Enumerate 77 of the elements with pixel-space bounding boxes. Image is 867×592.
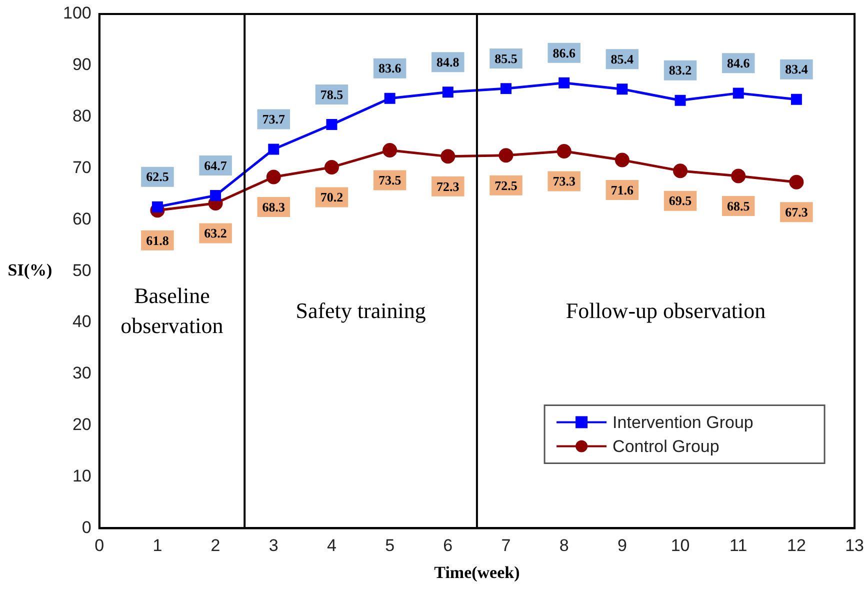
y-tick-label: 0 [82,518,92,537]
y-tick-label: 30 [72,364,92,383]
data-label: 71.6 [610,182,634,198]
data-label: 70.2 [320,190,344,205]
data-label: 69.5 [668,193,692,208]
point [210,190,222,202]
data-label: 83.4 [785,62,808,77]
data-label: 73.5 [378,172,402,188]
point [616,84,628,95]
data-label: 72.5 [494,178,518,193]
x-tick-label: 12 [786,536,806,556]
point [498,148,514,163]
data-label: 73.7 [262,112,286,127]
x-tick-label: 3 [268,536,278,556]
point [500,83,512,94]
data-label: 68.3 [262,199,286,214]
data-label: 84.8 [436,54,460,70]
x-tick-label: 8 [559,536,569,556]
point [556,144,572,159]
x-tick-label: 0 [94,536,104,556]
y-tick-label: 70 [72,158,92,177]
data-label: 84.6 [726,56,750,71]
point [326,119,338,130]
point [673,164,688,178]
point [789,174,804,190]
data-label: 61.8 [146,232,170,248]
point [324,160,339,174]
point [614,152,630,168]
annotation: Safety training [296,298,426,324]
point [731,168,746,184]
x-tick-label: 13 [845,536,864,556]
point [382,143,398,158]
data-label: 67.3 [785,204,808,220]
data-label: 68.5 [726,198,750,214]
point [440,149,456,164]
y-tick-label: 20 [72,415,92,434]
annotation: Follow-up observation [566,298,766,324]
data-label: 72.3 [436,178,460,194]
data-label: 73.3 [552,174,576,189]
y-tick-label: 90 [72,55,92,74]
data-label: 62.5 [146,169,170,184]
legend-label: Intervention Group [612,412,754,432]
x-tick-label: 7 [501,536,511,556]
data-label: 63.2 [204,226,227,241]
point [442,86,454,98]
x-tick-label: 5 [385,536,395,556]
data-label: 83.2 [668,62,692,78]
data-label: 83.6 [378,60,402,76]
x-tick-label: 4 [326,536,336,556]
x-tick-label: 11 [730,536,748,556]
y-tick-label: 50 [72,260,92,280]
x-tick-label: 1 [152,536,162,556]
y-tick-label: 10 [72,466,92,486]
x-tick-label: 6 [443,536,453,556]
data-label: 85.5 [494,50,518,66]
x-axis-title: Time(week) [434,563,520,582]
annotation: Baseline observation [120,283,224,338]
point [732,88,744,99]
point [268,144,280,155]
y-axis-title: SI(%) [8,260,52,280]
point [384,92,396,104]
data-label: 86.6 [552,45,576,60]
y-tick-label: 40 [72,312,92,332]
point [266,170,281,184]
x-tick-label: 9 [617,536,627,556]
data-label: 64.7 [204,158,228,173]
point [558,77,570,88]
legend-label: Control Group [612,436,720,456]
y-tick-label: 80 [72,106,92,126]
y-tick-label: 100 [62,4,92,23]
point [790,94,802,105]
x-tick-label: 10 [670,536,690,556]
data-label: 85.4 [610,51,634,66]
point [674,94,686,106]
y-tick-label: 60 [72,209,92,228]
data-label: 78.5 [320,86,344,102]
x-tick-label: 2 [210,536,220,556]
